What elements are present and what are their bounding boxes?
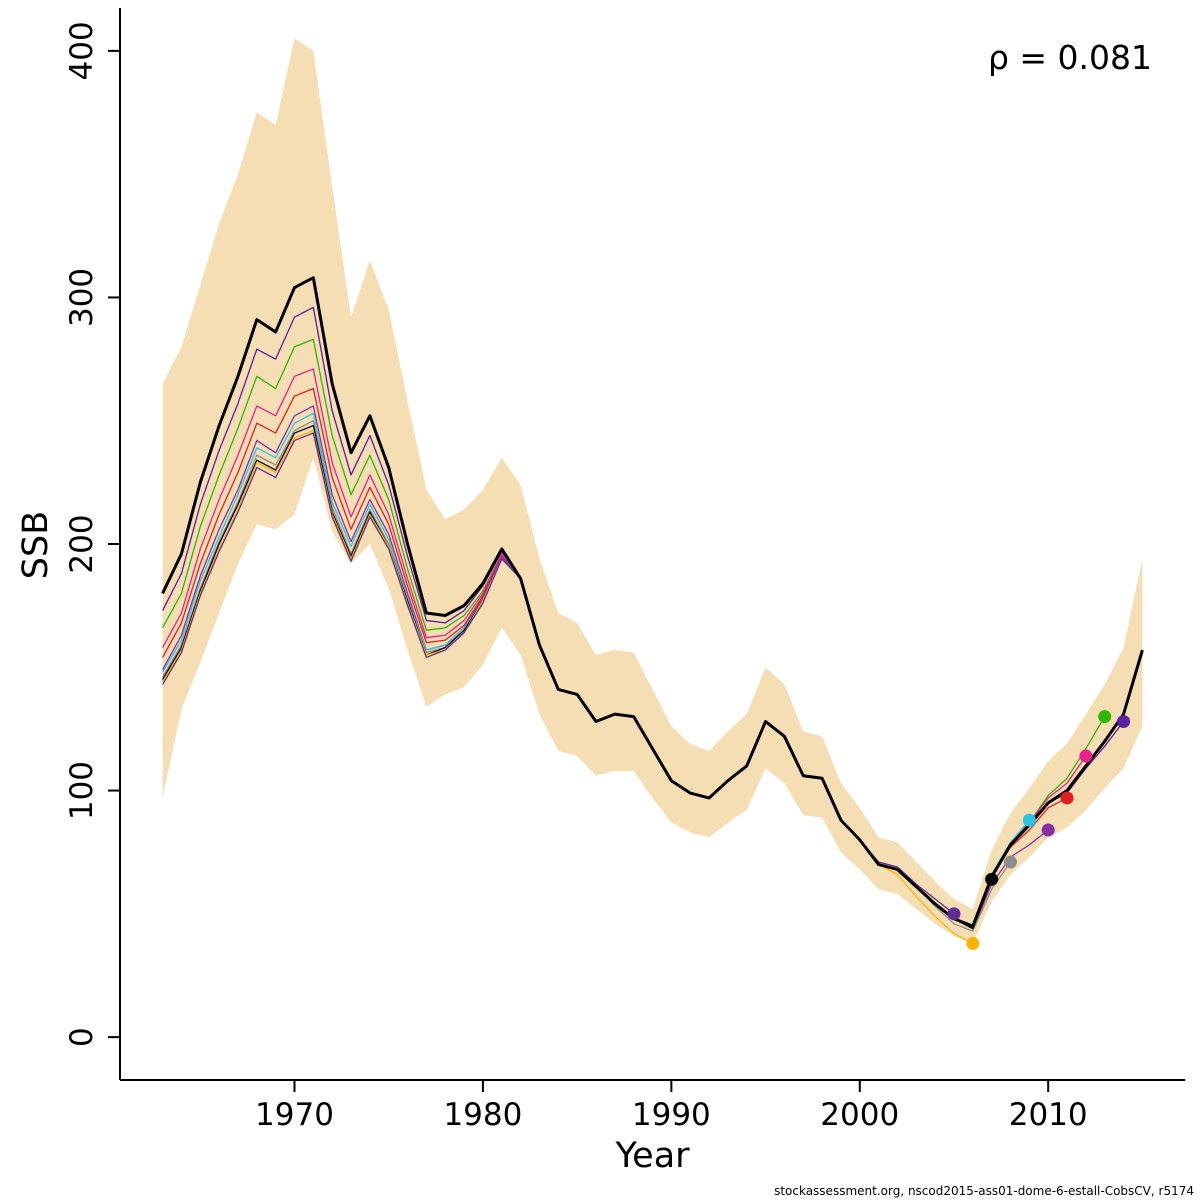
x-axis-title: Year	[615, 1136, 690, 1176]
x-tick-label: 2000	[820, 1097, 899, 1133]
terminal-dot-2005	[947, 907, 961, 921]
x-tick-label: 2010	[1009, 1097, 1088, 1133]
y-axis-title: SSB	[16, 510, 56, 580]
terminal-dot-2014	[1117, 715, 1131, 729]
source-citation: stockassessment.org, nscod2015-ass01-dom…	[774, 1184, 1194, 1198]
terminal-dot-2008	[1004, 855, 1018, 869]
terminal-dot-2006	[966, 936, 980, 950]
y-tick-label: 100	[64, 761, 100, 820]
terminal-dot-2012	[1079, 749, 1093, 763]
terminal-dot-2011	[1060, 791, 1074, 805]
x-tick-label: 1970	[255, 1097, 334, 1133]
x-tick-label: 1990	[632, 1097, 711, 1133]
mohns-rho-label: ρ = 0.081	[987, 38, 1152, 77]
confidence-band	[162, 38, 1143, 944]
y-tick-label: 300	[64, 268, 100, 327]
terminal-dot-2013	[1098, 710, 1112, 724]
x-tick-label: 1980	[443, 1097, 522, 1133]
terminal-dot-2007	[985, 872, 999, 886]
y-tick-label: 400	[64, 21, 100, 80]
base-ssb-line	[161, 276, 1144, 928]
terminal-dot-2009	[1022, 813, 1036, 827]
terminal-dot-2010	[1041, 823, 1055, 837]
y-tick-label: 200	[64, 514, 100, 573]
y-tick-label: 0	[64, 1027, 100, 1047]
